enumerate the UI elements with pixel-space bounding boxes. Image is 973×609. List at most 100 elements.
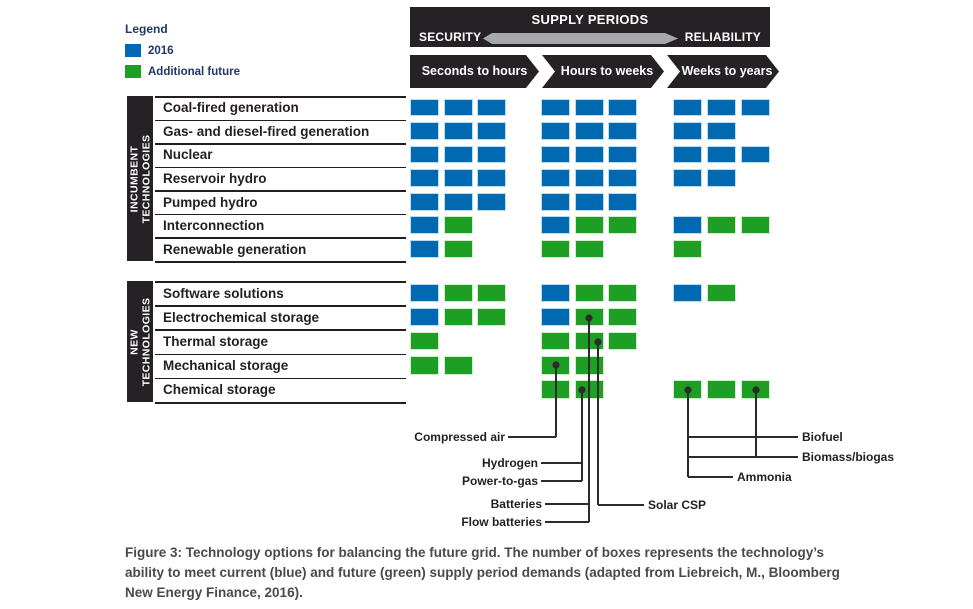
box-pumped-hydro-col2-1-2016 bbox=[541, 192, 570, 211]
box-electrochemical-storage-col2-3-future bbox=[608, 307, 637, 327]
box-electrochemical-storage-col1-1-2016 bbox=[410, 307, 439, 327]
box-pumped-hydro-col1-3-2016 bbox=[477, 192, 506, 211]
box-interconnection-col1-1-2016 bbox=[410, 216, 439, 235]
supply-periods-bar: SUPPLY PERIODS SECURITY RELIABILITY bbox=[410, 7, 770, 47]
box-interconnection-col2-3-future bbox=[608, 216, 637, 235]
box-nuclear-col3-2-2016 bbox=[707, 145, 736, 164]
box-reservoir-hydro-col2-2-2016 bbox=[574, 169, 604, 188]
box-coal-fired-generation-col3-3-2016 bbox=[740, 98, 770, 117]
security-to-reliability-arrow-icon bbox=[483, 33, 678, 44]
column-header-weeks-to-years: Weeks to years bbox=[667, 55, 779, 88]
box-electrochemical-storage-col2-1-2016 bbox=[541, 307, 570, 327]
callout-label-ammonia: Ammonia bbox=[737, 470, 792, 484]
box-electrochemical-storage-col1-3-future bbox=[477, 307, 506, 327]
box-software-solutions-col2-1-2016 bbox=[541, 283, 570, 302]
section-label-incumbent-technologies: INCUMBENT TECHNOLOGIES bbox=[127, 96, 153, 261]
callout-label-flow-batteries: Flow batteries bbox=[461, 515, 542, 529]
box-electrochemical-storage-col1-2-future bbox=[443, 307, 473, 327]
section-label-new-technologies: NEW TECHNOLOGIES bbox=[127, 281, 153, 402]
box-gas-and-diesel-fired-generation-col3-1-2016 bbox=[673, 122, 702, 140]
box-software-solutions-col1-1-2016 bbox=[410, 283, 439, 302]
box-nuclear-col1-2-2016 bbox=[443, 145, 473, 164]
box-interconnection-col3-3-future bbox=[740, 216, 770, 235]
legend: Legend 2016 Additional future bbox=[125, 22, 240, 78]
box-reservoir-hydro-col1-2-2016 bbox=[443, 169, 473, 188]
callout-label-compressed-air: Compressed air bbox=[414, 430, 505, 444]
box-mechanical-storage-col2-1-future bbox=[541, 356, 570, 375]
box-interconnection-col1-2-future bbox=[443, 216, 473, 235]
row-divider bbox=[155, 329, 406, 331]
supply-periods-title: SUPPLY PERIODS bbox=[531, 12, 649, 27]
row-label-software-solutions: Software solutions bbox=[163, 285, 284, 301]
row-divider bbox=[155, 237, 406, 239]
box-nuclear-col3-1-2016 bbox=[673, 145, 702, 164]
box-pumped-hydro-col1-1-2016 bbox=[410, 192, 439, 211]
box-nuclear-col3-3-2016 bbox=[740, 145, 770, 164]
row-label-chemical-storage: Chemical storage bbox=[163, 382, 276, 398]
box-coal-fired-generation-col1-1-2016 bbox=[410, 98, 439, 117]
row-divider bbox=[155, 353, 406, 356]
row-divider bbox=[155, 166, 406, 169]
box-gas-and-diesel-fired-generation-col2-3-2016 bbox=[608, 122, 637, 140]
box-nuclear-col1-1-2016 bbox=[410, 145, 439, 164]
box-renewable-generation-col2-1-future bbox=[541, 240, 570, 258]
box-chemical-storage-col3-3-future bbox=[740, 380, 770, 399]
row-label-nuclear: Nuclear bbox=[163, 147, 213, 163]
box-software-solutions-col2-3-future bbox=[608, 283, 637, 302]
box-pumped-hydro-col2-3-2016 bbox=[608, 192, 637, 211]
row-label-electrochemical-storage: Electrochemical storage bbox=[163, 309, 320, 325]
box-renewable-generation-col3-1-future bbox=[673, 240, 702, 258]
row-label-coal-fired-generation: Coal-fired generation bbox=[163, 100, 299, 116]
box-gas-and-diesel-fired-generation-col3-2-2016 bbox=[707, 122, 736, 140]
box-gas-and-diesel-fired-generation-col2-2-2016 bbox=[574, 122, 604, 140]
legend-item-2016: 2016 bbox=[125, 44, 240, 57]
box-chemical-storage-col3-2-future bbox=[707, 380, 736, 399]
section-label-text: NEW TECHNOLOGIES bbox=[128, 297, 152, 386]
row-label-thermal-storage: Thermal storage bbox=[163, 333, 269, 349]
box-coal-fired-generation-col2-2-2016 bbox=[574, 98, 604, 117]
callout-label-biofuel: Biofuel bbox=[802, 430, 843, 444]
reliability-label: RELIABILITY bbox=[684, 30, 761, 44]
row-divider bbox=[155, 143, 406, 145]
row-divider bbox=[155, 377, 406, 380]
legend-title: Legend bbox=[125, 22, 168, 36]
box-reservoir-hydro-col3-1-2016 bbox=[673, 169, 702, 188]
box-renewable-generation-col1-1-2016 bbox=[410, 240, 439, 258]
box-nuclear-col1-3-2016 bbox=[477, 145, 506, 164]
box-gas-and-diesel-fired-generation-col1-3-2016 bbox=[477, 122, 506, 140]
box-pumped-hydro-col1-2-2016 bbox=[443, 192, 473, 211]
callout-label-hydrogen: Hydrogen bbox=[481, 456, 538, 470]
row-divider bbox=[155, 213, 406, 216]
box-thermal-storage-col2-2-future bbox=[574, 332, 604, 351]
box-reservoir-hydro-col1-3-2016 bbox=[477, 169, 506, 188]
row-divider bbox=[155, 190, 406, 192]
callout-label-batteries: Batteries bbox=[490, 497, 542, 511]
row-divider bbox=[155, 281, 406, 283]
box-mechanical-storage-col1-1-future bbox=[410, 356, 439, 375]
box-software-solutions-col2-2-future bbox=[574, 283, 604, 302]
box-thermal-storage-col1-1-future bbox=[410, 332, 439, 351]
box-chemical-storage-col2-1-future bbox=[541, 380, 570, 399]
column-header-seconds-to-hours: Seconds to hours bbox=[410, 55, 539, 88]
box-reservoir-hydro-col2-1-2016 bbox=[541, 169, 570, 188]
row-divider bbox=[155, 305, 406, 307]
box-gas-and-diesel-fired-generation-col2-1-2016 bbox=[541, 122, 570, 140]
security-label: SECURITY bbox=[419, 30, 482, 44]
box-coal-fired-generation-col2-1-2016 bbox=[541, 98, 570, 117]
box-reservoir-hydro-col3-2-2016 bbox=[707, 169, 736, 188]
box-coal-fired-generation-col2-3-2016 bbox=[608, 98, 637, 117]
box-software-solutions-col1-3-future bbox=[477, 283, 506, 302]
box-pumped-hydro-col2-2-2016 bbox=[574, 192, 604, 211]
box-nuclear-col2-2-2016 bbox=[574, 145, 604, 164]
box-software-solutions-col3-2-future bbox=[707, 283, 736, 302]
legend-swatch-2016 bbox=[125, 44, 141, 57]
box-coal-fired-generation-col1-2-2016 bbox=[443, 98, 473, 117]
box-mechanical-storage-col2-2-future bbox=[574, 356, 604, 375]
column-header-hours-to-weeks: Hours to weeks bbox=[542, 55, 664, 88]
row-divider bbox=[155, 96, 406, 98]
box-software-solutions-col1-2-future bbox=[443, 283, 473, 302]
box-gas-and-diesel-fired-generation-col1-2-2016 bbox=[443, 122, 473, 140]
legend-label-2016: 2016 bbox=[148, 44, 174, 57]
row-label-gas-and-diesel-fired-generation: Gas- and diesel-fired generation bbox=[163, 123, 370, 139]
